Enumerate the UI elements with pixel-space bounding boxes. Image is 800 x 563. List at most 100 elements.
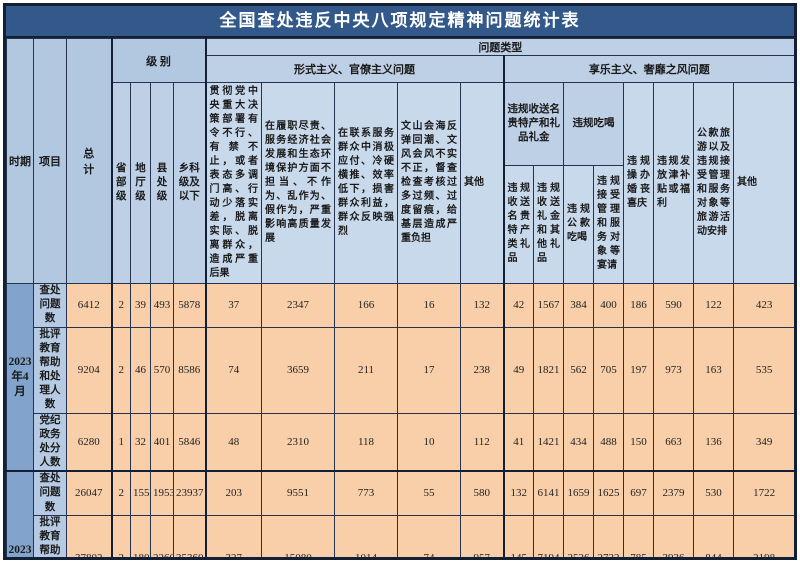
row-label: 批评教育帮助和处理人数 xyxy=(33,514,67,557)
col-header-item: 项目 xyxy=(33,38,67,284)
data-cell: 186 xyxy=(623,283,654,328)
col-header-formalism-4: 文山会海反弹回潮、文风会风不实不正，督查检查考核过多过频、过度留痕，给基层造成严… xyxy=(397,82,461,284)
data-cell: 697 xyxy=(623,470,654,516)
data-cell: 7194 xyxy=(533,514,564,557)
data-cell: 48 xyxy=(204,412,262,472)
data-cell: 2198 xyxy=(732,514,794,557)
data-cell: 773 xyxy=(334,470,398,516)
data-cell: 197 xyxy=(623,326,654,414)
data-cell: 9551 xyxy=(261,470,335,516)
data-cell: 2260 xyxy=(150,514,174,557)
data-cell: 2347 xyxy=(261,283,335,328)
col-header-dining-public: 违规公款吃喝 xyxy=(563,164,594,285)
data-cell: 9204 xyxy=(66,326,112,414)
data-cell: 2379 xyxy=(653,470,694,516)
data-cell: 2 xyxy=(110,283,131,328)
period-label: 2023年4月 xyxy=(6,283,34,472)
data-cell: 535 xyxy=(732,326,794,414)
col-group-dining: 违规吃喝 xyxy=(563,82,624,166)
data-cell: 163 xyxy=(693,326,734,414)
col-header-public-travel: 公款旅游以及违规接受管理和服务对象等旅游活动安排 xyxy=(693,82,734,284)
col-header-total: 总 计 xyxy=(66,38,112,284)
data-cell: 423 xyxy=(732,283,794,328)
col-header-formalism-3: 在联系服务群众中消极应付、冷硬横推、效率低下，损害群众利益，群众反映强烈 xyxy=(334,82,398,284)
data-cell: 562 xyxy=(563,326,594,414)
col-header-formalism-1: 贯彻党中央重大决策部署有令不行、有禁不止，或者表态多调门高、行动少落实差，脱离实… xyxy=(204,82,262,284)
data-cell: 8586 xyxy=(173,326,206,414)
data-cell: 590 xyxy=(653,283,694,328)
data-cell: 155 xyxy=(130,470,151,516)
col-group-level: 级 别 xyxy=(110,38,206,83)
data-cell: 1421 xyxy=(533,412,564,472)
col-header-level-prefecture: 地厅级 xyxy=(130,82,151,284)
data-cell: 1821 xyxy=(533,326,564,414)
data-cell: 705 xyxy=(593,326,624,414)
statistics-table-page: 全国查处违反中央八项规定精神问题统计表 时期 项目 总 计 级 别 问题类型 形… xyxy=(3,3,797,560)
data-cell: 2526 xyxy=(563,514,594,557)
data-cell: 349 xyxy=(732,412,794,472)
col-header-weddings-funerals: 违规操办婚丧喜庆 xyxy=(623,82,654,284)
data-cell: 35360 xyxy=(173,514,206,557)
data-cell: 37 xyxy=(204,283,262,328)
col-header-formalism-2: 在履职尽责、服务经济社会发展和生态环境保护方面不担当、不作为、乱作为、假作为，严… xyxy=(261,82,335,284)
data-cell: 401 xyxy=(150,412,174,472)
data-cell: 3659 xyxy=(261,326,335,414)
col-group-hedonism: 享乐主义、奢靡之风问题 xyxy=(502,55,794,83)
data-cell: 37802 xyxy=(66,514,112,557)
data-cell: 132 xyxy=(460,283,504,328)
data-cell: 15080 xyxy=(261,514,335,557)
data-cell: 2 xyxy=(110,326,131,414)
row-label: 党纪政务处分人数 xyxy=(33,412,67,472)
data-cell: 17 xyxy=(397,326,461,414)
data-cell: 6141 xyxy=(533,470,564,516)
col-header-formalism-other: 其他 xyxy=(460,82,504,284)
data-cell: 6412 xyxy=(66,283,112,328)
data-cell: 238 xyxy=(460,326,504,414)
data-cell: 1953 xyxy=(150,470,174,516)
data-cell: 180 xyxy=(130,514,151,557)
data-cell: 2722 xyxy=(593,514,624,557)
data-cell: 493 xyxy=(150,283,174,328)
data-cell: 663 xyxy=(653,412,694,472)
data-cell: 434 xyxy=(563,412,594,472)
data-cell: 5846 xyxy=(173,412,206,472)
data-cell: 327 xyxy=(204,514,262,557)
col-header-level-county: 县处级 xyxy=(150,82,174,284)
data-cell: 580 xyxy=(460,470,504,516)
col-header-level-township: 乡科级及以下 xyxy=(173,82,206,284)
col-header-gifts-specialty: 违规收送名贵特产类礼品 xyxy=(502,164,534,285)
data-cell: 150 xyxy=(623,412,654,472)
data-cell: 1567 xyxy=(533,283,564,328)
data-cell: 10 xyxy=(397,412,461,472)
page-title: 全国查处违反中央八项规定精神问题统计表 xyxy=(6,6,794,38)
statistics-table: 时期 项目 总 计 级 别 问题类型 形式主义、官僚主义问题 享乐主义、奢靡之风… xyxy=(6,38,794,557)
data-cell: 122 xyxy=(693,283,734,328)
data-cell: 32 xyxy=(130,412,151,472)
data-cell: 74 xyxy=(204,326,262,414)
data-cell: 973 xyxy=(653,326,694,414)
data-cell: 2 xyxy=(110,514,131,557)
data-cell: 118 xyxy=(334,412,398,472)
data-cell: 1014 xyxy=(334,514,398,557)
data-cell: 26047 xyxy=(66,470,112,516)
data-cell: 3936 xyxy=(653,514,694,557)
row-label: 查处问题数 xyxy=(33,283,67,328)
col-group-gifts: 违规收送名贵特产和礼品礼金 xyxy=(502,82,564,166)
period-label: 2023年以来 xyxy=(6,470,34,557)
data-cell: 488 xyxy=(593,412,624,472)
col-header-allowances: 违规发放津补贴或福利 xyxy=(653,82,694,284)
data-cell: 74 xyxy=(397,514,461,557)
data-cell: 1722 xyxy=(732,470,794,516)
data-cell: 570 xyxy=(150,326,174,414)
data-cell: 384 xyxy=(563,283,594,328)
data-cell: 6280 xyxy=(66,412,112,472)
col-header-level-province: 省部级 xyxy=(110,82,131,284)
col-group-formalism: 形式主义、官僚主义问题 xyxy=(204,55,504,83)
data-cell: 46 xyxy=(130,326,151,414)
row-label: 查处问题数 xyxy=(33,470,67,516)
data-cell: 49 xyxy=(502,326,534,414)
data-cell: 957 xyxy=(460,514,504,557)
data-cell: 1659 xyxy=(563,470,594,516)
data-cell: 112 xyxy=(460,412,504,472)
data-cell: 16 xyxy=(397,283,461,328)
